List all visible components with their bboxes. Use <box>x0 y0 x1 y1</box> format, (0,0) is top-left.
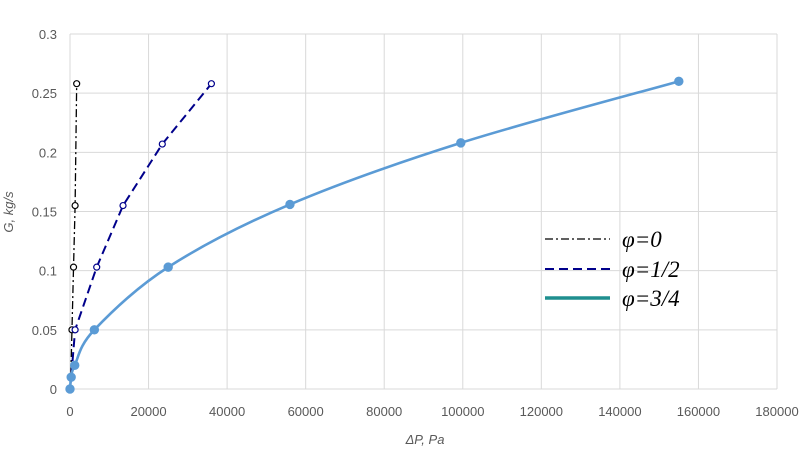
y-tick-label: 0.05 <box>32 323 57 338</box>
x-tick-label: 80000 <box>366 404 402 419</box>
data-point <box>158 140 166 148</box>
data-point <box>70 360 80 371</box>
y-tick-label: 0 <box>50 382 57 397</box>
x-tick-label: 100000 <box>441 404 484 419</box>
x-tick-label: 140000 <box>598 404 641 419</box>
x-tick-label: 180000 <box>755 404 798 419</box>
y-tick-label: 0.3 <box>39 27 57 42</box>
data-point <box>71 326 79 334</box>
tick-labels: 0 20000 40000 60000 80000 100000 120000 140000 1… <box>32 27 799 419</box>
x-tick-label: 0 <box>66 404 73 419</box>
legend-label: φ=1/2 <box>622 257 680 282</box>
data-point <box>71 201 79 210</box>
data-point <box>119 201 127 210</box>
x-tick-label: 120000 <box>520 404 563 419</box>
data-point <box>207 80 215 88</box>
data-point <box>89 325 100 335</box>
data-point <box>73 80 81 88</box>
data-point <box>674 76 684 87</box>
series-lines <box>68 80 680 390</box>
series-line-1 <box>69 83 213 390</box>
legend-label: φ=0 <box>622 227 662 252</box>
x-tick-label: 160000 <box>677 404 720 419</box>
data-point <box>285 199 295 210</box>
x-tick-label: 60000 <box>288 404 324 419</box>
x-tick-label: 40000 <box>209 404 245 419</box>
series-line-0 <box>69 83 78 390</box>
y-tick-label: 0.25 <box>32 86 57 101</box>
y-tick-label: 0.1 <box>39 264 57 279</box>
x-axis-title: ΔP, Pa <box>405 432 445 447</box>
y-axis-title: G, kg/s <box>1 191 16 233</box>
y-tick-label: 0.2 <box>39 145 57 160</box>
x-tick-label: 20000 <box>130 404 166 419</box>
y-tick-label: 0.15 <box>32 205 57 220</box>
data-point <box>163 262 173 272</box>
gridlines <box>69 33 778 390</box>
data-point <box>66 372 76 382</box>
data-point <box>456 138 466 148</box>
legend: φ=0 φ=1/2 φ=3/4 <box>545 227 680 311</box>
data-point <box>65 384 75 394</box>
series-markers <box>65 76 684 394</box>
legend-label: φ=3/4 <box>622 286 680 311</box>
series-line-2 <box>68 80 680 390</box>
data-point <box>69 263 78 271</box>
data-point <box>93 263 101 271</box>
